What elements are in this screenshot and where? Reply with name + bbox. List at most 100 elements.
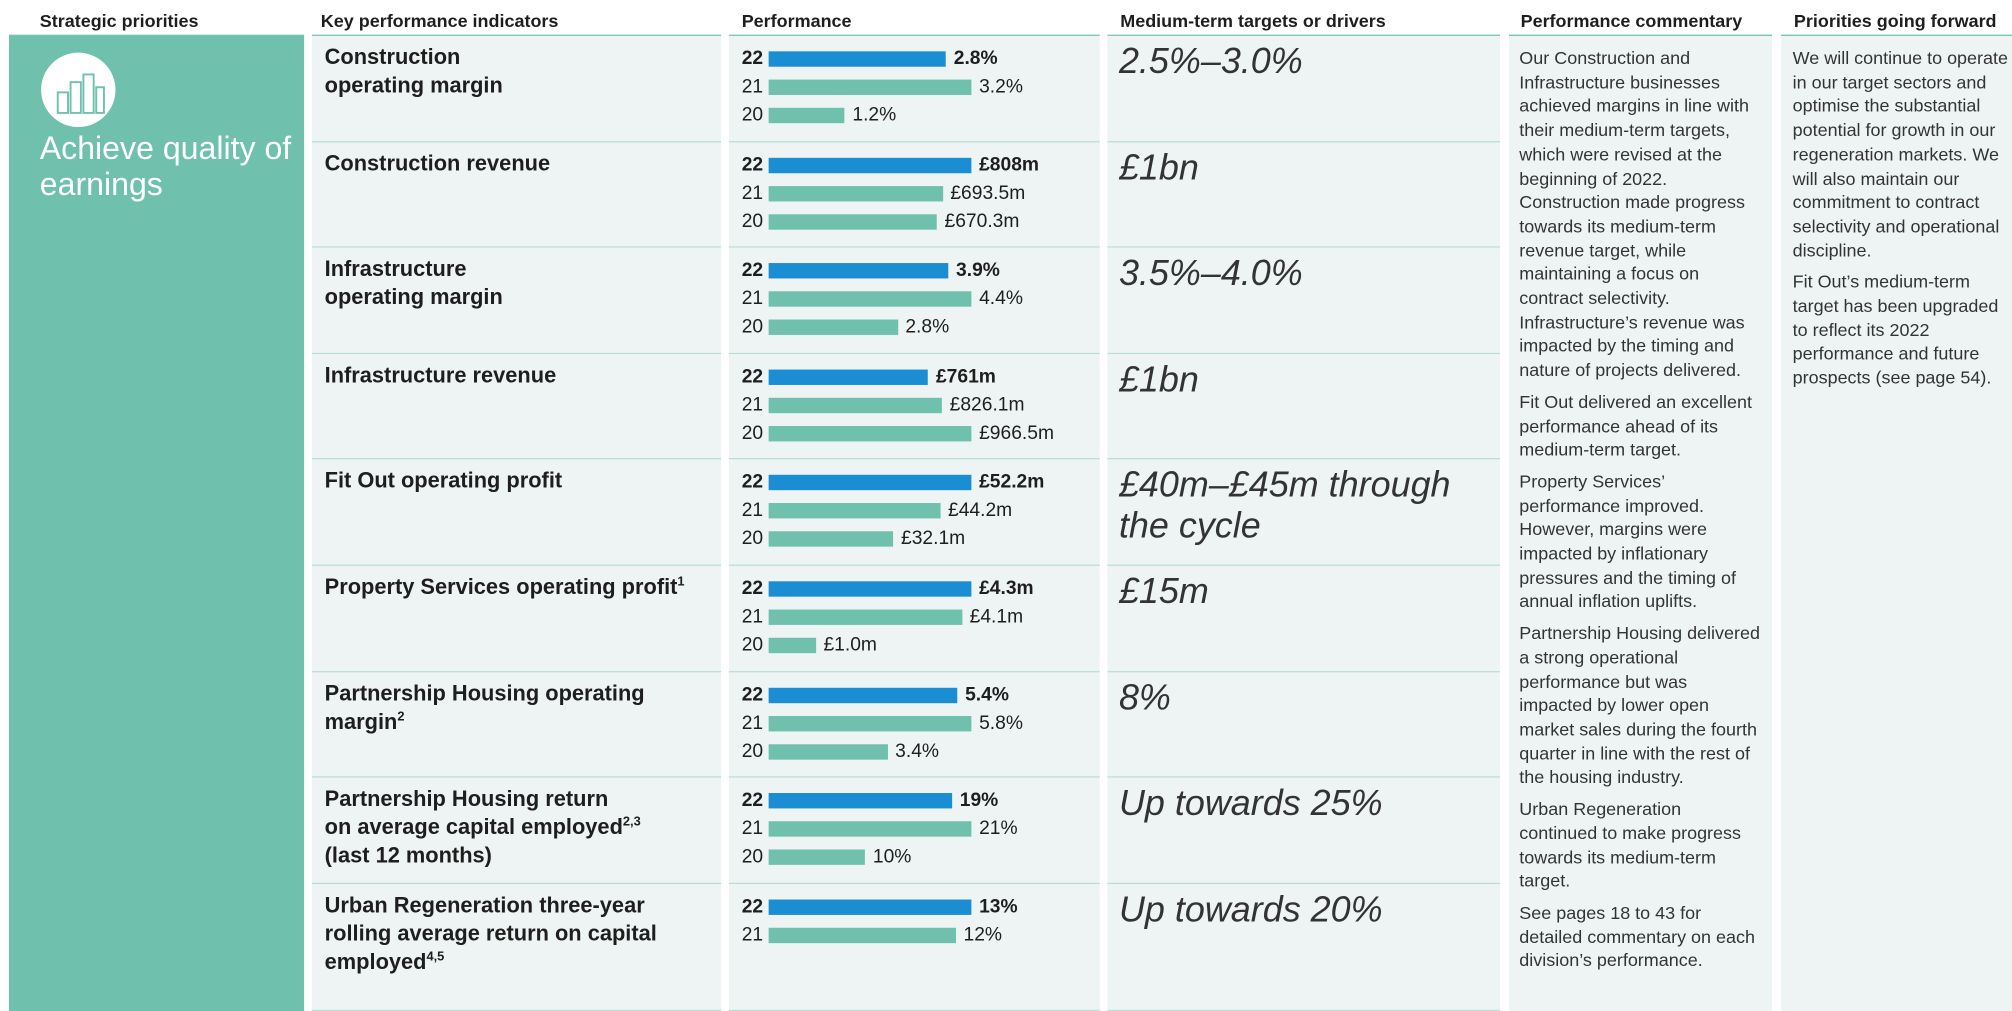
header-rule [8,34,305,36]
year-label: 21 [741,711,764,734]
bar [768,821,972,837]
header-rule [728,34,1100,36]
performance-cell: 22 13% 21 12% [728,883,1100,1011]
bar [768,927,956,943]
value-label: £808m [979,153,1040,176]
header-rule [1107,34,1501,36]
year-label: 21 [741,75,764,98]
commentary-paragraph: Fit Out delivered an excellent performan… [1519,391,1752,460]
commentary-paragraph: Partnership Housing delivered a strong o… [1519,622,1760,788]
forward-paragraph: We will continue to operate in our targe… [1792,47,2009,261]
kpi-line: operating margin [324,285,503,310]
commentary-paragraph: Our Construction and Infrastructure busi… [1519,47,1749,381]
header-rule [311,34,722,36]
bar [768,609,962,625]
kpi-line: Property Services operating profit1 [325,574,722,602]
year-label: 20 [741,421,764,444]
target: 3.5%–4.0% [1118,253,1303,293]
year-label: 20 [741,633,764,656]
kpi-line: Infrastructure [324,256,467,282]
target: Up towards 20% [1118,888,1383,929]
kpi-cell: Property Services operating profit1 [311,565,722,672]
year-label: 22 [741,259,764,282]
value-label: 3.4% [895,739,940,762]
year-label: 21 [741,287,764,310]
performance-cell: 22 £761m 21 £826.1m 20 £966.5m [728,353,1100,460]
footnote-ref: 4,5 [426,949,445,964]
value-label: 21% [979,817,1018,840]
year-label: 20 [741,739,764,762]
kpi-cell: Urban Regeneration three-year rolling ave… [311,883,722,1011]
value-label: 2.8% [953,47,998,70]
forward-paragraph: Fit Out’s medium-term target has been up… [1792,271,1999,388]
kpi-text: Property Services operating profit [324,574,678,600]
target-cell: £1bn [1107,141,1501,248]
bar [768,107,845,124]
value-label: 5.4% [965,683,1009,706]
performance-cell: 22 £52.2m 21 £44.2m 20 £32.1m [728,459,1100,566]
bar [768,397,942,413]
performance-cell: 22 £4.3m 21 £4.1m 20 £1.0m [728,565,1100,672]
forward: We will continue to operate in our targe… [1781,35,2012,1011]
column-header: Medium-term targets or drivers [1120,10,1386,31]
kpi-line: Partnership Housing operating [324,680,645,706]
year-label: 22 [741,789,764,812]
bar [768,503,941,519]
footnote-ref: 2 [397,709,405,724]
value-label: 3.2% [979,75,1023,98]
value-label: £826.1m [949,393,1025,416]
bar [768,185,943,201]
commentary-paragraph: See pages 18 to 43 for detailed commenta… [1519,901,1755,971]
kpi-cell: Infrastructure operating margin [311,247,722,354]
bar [768,213,937,230]
year-label: 20 [741,527,764,550]
value-label: £966.5m [979,421,1054,444]
value-label: 12% [963,923,1003,946]
bar [768,425,972,442]
year-label: 21 [741,605,764,628]
header-rule [1509,34,1773,36]
kpi-line: Fit Out operating profit [324,468,563,494]
kpi-line: Construction revenue [324,150,551,176]
kpi-line: rolling average return on capital [324,921,657,946]
kpi-line: employed4,5 [325,948,722,976]
bar [768,475,972,491]
value-label: 2.8% [905,315,950,338]
kpi-text: employed [324,949,427,974]
target-cell: Up towards 25% [1107,777,1501,884]
column-header: Strategic priorities [39,10,199,31]
header-rule [1781,34,2012,36]
priority-band [8,35,305,1011]
bar [768,793,953,809]
kpi-line: Infrastructure revenue [324,362,557,388]
year-label: 21 [741,181,764,204]
year-label: 21 [741,817,764,840]
value-label: £1.0m [823,633,877,656]
bar [768,687,958,703]
performance-cell: 22 3.9% 21 4.4% 20 2.8% [728,247,1100,354]
target-cell: 8% [1107,671,1501,778]
value-label: 4.4% [979,287,1023,310]
year-label: 22 [741,365,764,388]
target-cell: 3.5%–4.0% [1107,247,1501,354]
target: £1bn [1118,359,1199,399]
year-label: 22 [741,683,764,706]
value-label: 19% [959,789,999,812]
year-label: 20 [741,315,764,338]
year-label: 22 [741,577,764,600]
year-label: 22 [741,47,764,70]
bar [768,79,972,95]
commentary: Our Construction and Infrastructure busi… [1509,35,1773,1011]
kpi-cell: Fit Out operating profit [311,459,722,566]
column-header: Performance commentary [1520,10,1743,31]
bar [768,531,894,548]
target-cell: £40m–£45m through the cycle [1107,459,1501,566]
column-header: Key performance indicators [320,10,559,31]
value-label: £32.1m [901,527,966,550]
priority-title: Achieve quality of earnings [39,130,292,203]
icon [41,52,116,128]
target: 8% [1118,677,1171,717]
commentary-paragraph: Property Services’ performance improved.… [1519,470,1737,612]
bar [768,581,972,597]
